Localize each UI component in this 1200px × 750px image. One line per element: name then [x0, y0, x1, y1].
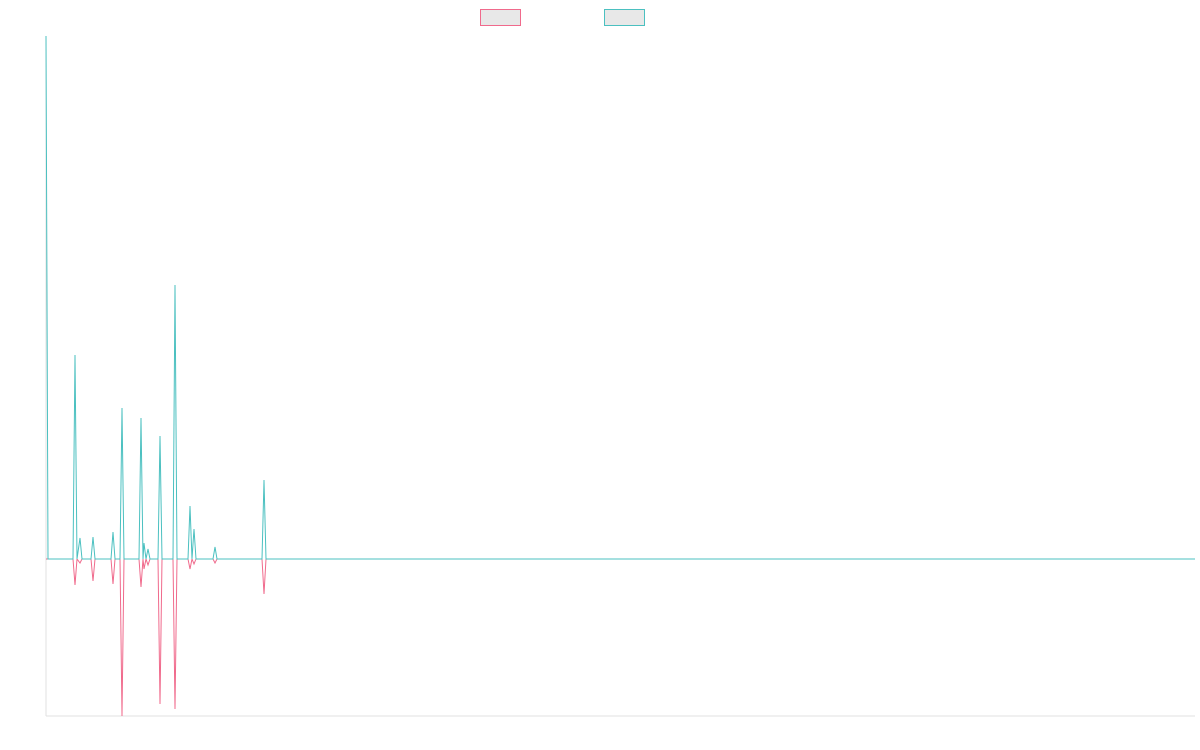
legend-swatch[interactable] — [480, 9, 521, 26]
line-series — [45, 35, 1195, 560]
line-series — [46, 557, 1195, 717]
legend-swatch[interactable] — [604, 9, 645, 26]
